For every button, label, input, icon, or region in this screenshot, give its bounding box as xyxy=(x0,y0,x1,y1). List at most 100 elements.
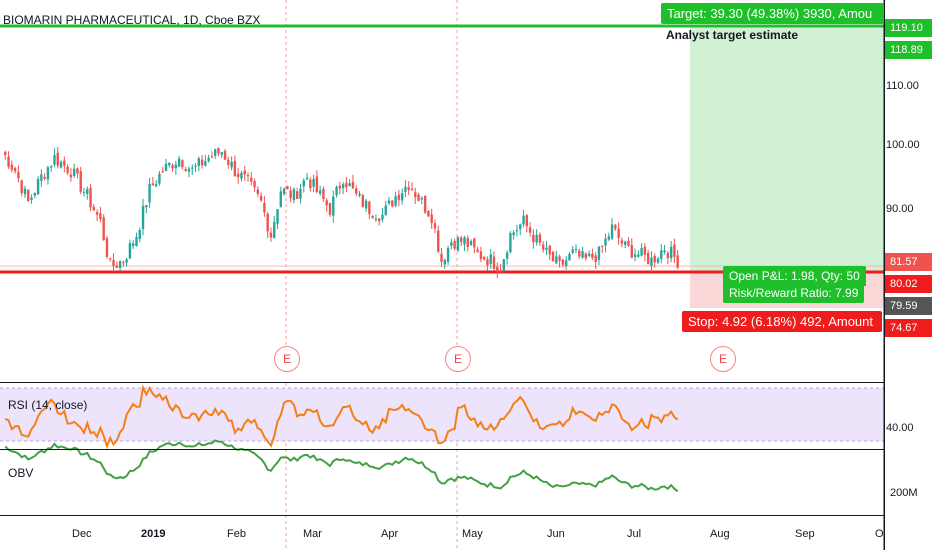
candle-body xyxy=(279,191,282,208)
candle-body xyxy=(282,188,286,194)
target-zone[interactable] xyxy=(690,26,884,272)
time-tick: Jul xyxy=(627,528,642,540)
candle-body xyxy=(322,188,325,200)
candle-body xyxy=(53,154,56,165)
target-label[interactable]: Target: 39.30 (49.38%) 3930, Amou xyxy=(661,3,885,24)
candle-body xyxy=(200,159,204,166)
earnings-marker[interactable]: E xyxy=(710,346,736,372)
candle-body xyxy=(466,238,469,247)
candle-body xyxy=(361,194,364,207)
candle-body xyxy=(141,205,145,230)
candle-body xyxy=(227,159,230,165)
candle-body xyxy=(427,210,430,217)
candle-body xyxy=(154,184,158,187)
candle-body xyxy=(558,256,561,261)
analyst-annotation[interactable]: Analyst target estimate xyxy=(666,28,799,42)
candle-body xyxy=(33,193,36,196)
earnings-marker[interactable]: E xyxy=(274,346,300,372)
candle-body xyxy=(46,167,50,180)
time-tick: 2019 xyxy=(141,528,166,540)
candle-body xyxy=(391,200,394,207)
candle-body xyxy=(246,175,250,177)
candle-body xyxy=(594,255,597,263)
candle-body xyxy=(305,177,309,180)
pane-separator[interactable] xyxy=(0,449,884,450)
candle-body xyxy=(79,171,82,192)
candle-body xyxy=(371,215,374,218)
candle-body xyxy=(551,251,555,262)
candle-body xyxy=(230,161,233,168)
candle-body xyxy=(125,259,128,263)
candle-body xyxy=(410,188,414,191)
earnings-marker[interactable]: E xyxy=(445,346,471,372)
candle-body xyxy=(384,205,387,215)
candle-body xyxy=(617,228,620,238)
candle-body xyxy=(400,193,404,201)
candle-body xyxy=(525,215,528,227)
candle-body xyxy=(650,257,653,267)
candle-body xyxy=(437,230,440,252)
candle-body xyxy=(233,160,237,177)
candle-body xyxy=(496,266,499,272)
candle-body xyxy=(433,223,437,229)
rsi-line xyxy=(4,384,679,450)
candle-body xyxy=(489,254,492,264)
candle-body xyxy=(446,247,450,262)
candle-body xyxy=(627,240,630,246)
candle-body xyxy=(430,214,433,224)
time-tick: Jun xyxy=(547,528,565,540)
candle-body xyxy=(289,190,292,199)
candle-body xyxy=(220,152,223,155)
candle-body xyxy=(338,185,342,189)
rsi-legend[interactable]: RSI (14, close) xyxy=(8,398,88,412)
candle-body xyxy=(59,161,63,168)
candle-body xyxy=(276,209,279,224)
candle-body xyxy=(663,250,666,253)
candle-body xyxy=(492,256,496,269)
candle-body xyxy=(184,169,187,172)
pane-separator[interactable] xyxy=(0,382,884,383)
candle-body xyxy=(112,260,115,267)
candle-body xyxy=(345,182,348,188)
candle-body xyxy=(328,202,332,215)
entry-price-tag: 80.02 xyxy=(885,275,932,293)
time-tick: O xyxy=(875,528,884,540)
candle-body xyxy=(296,191,299,199)
candle-body xyxy=(469,240,473,245)
candle-body xyxy=(542,244,545,250)
candle-body xyxy=(256,189,260,194)
candle-body xyxy=(637,254,640,257)
obv-line xyxy=(4,439,679,493)
candle-body xyxy=(56,152,59,166)
candle-body xyxy=(512,232,515,235)
risk-reward-label[interactable]: Risk/Reward Ratio: 7.99 xyxy=(723,283,865,303)
stop-price-tag: 74.67 xyxy=(885,319,932,337)
obv-legend[interactable]: OBV xyxy=(8,466,34,480)
candle-body xyxy=(564,260,568,266)
candle-body xyxy=(535,234,538,243)
candle-body xyxy=(158,173,161,184)
candle-body xyxy=(515,230,519,232)
candle-body xyxy=(36,178,40,195)
candle-body xyxy=(473,238,476,248)
candle-body xyxy=(217,147,220,154)
candle-body xyxy=(394,196,397,206)
pnl-label[interactable]: Open P&L: 1.98, Qty: 50 xyxy=(723,266,866,286)
candle-body xyxy=(332,196,335,216)
candle-body xyxy=(309,179,312,189)
candle-body xyxy=(669,246,673,259)
candle-body xyxy=(456,237,460,251)
candle-body xyxy=(138,229,141,240)
candle-body xyxy=(460,237,463,242)
candle-body xyxy=(404,186,407,192)
candle-body xyxy=(417,194,420,201)
candle-body xyxy=(584,253,588,259)
candle-body xyxy=(223,151,227,160)
stop-label[interactable]: Stop: 4.92 (6.18%) 492, Amount xyxy=(682,311,882,332)
symbol-legend[interactable]: BIOMARIN PHARMACEUTICAL, 1D, Cboe BZX xyxy=(3,13,261,27)
candle-body xyxy=(82,191,86,193)
candle-body xyxy=(440,253,443,262)
candle-body xyxy=(499,270,502,272)
candle-body xyxy=(607,236,610,240)
